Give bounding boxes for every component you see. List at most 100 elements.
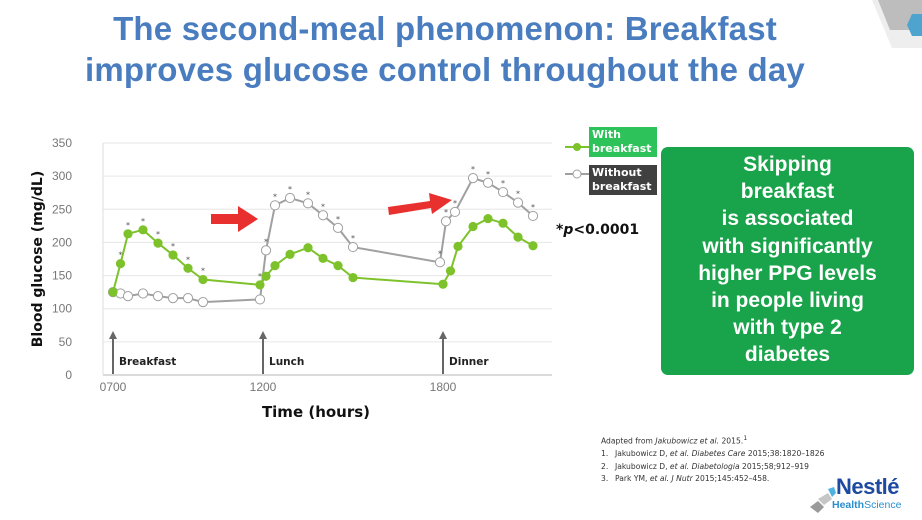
svg-text:*: *	[264, 237, 268, 246]
adapted-prefix: Adapted from	[601, 436, 656, 446]
x-tick-label: 1200	[250, 380, 277, 394]
svg-text:*: *	[471, 165, 475, 174]
svg-text:*: *	[516, 190, 520, 199]
svg-text:*: *	[288, 185, 292, 194]
y-axis-ticks: 0 50 100 150 200 250 300 350	[52, 136, 72, 382]
reference-journal: Diabetologia	[689, 461, 740, 471]
adapted-author: Jakubowicz et al.	[655, 436, 720, 446]
legend-without-label-line-1: Without	[592, 166, 642, 179]
reference-etal: et al.	[669, 449, 690, 459]
svg-text:*: *	[273, 192, 277, 201]
callout-line: is associated	[721, 207, 854, 231]
reference-number: 2.	[601, 461, 609, 471]
x-tick-label: 0700	[100, 380, 127, 394]
reference-journal: Diabetes Care	[689, 449, 746, 459]
p-value-star: *	[556, 222, 564, 238]
series-without-breakfast: * * * * * * * * * * * * * * *	[107, 165, 539, 308]
svg-text:*: *	[453, 199, 457, 208]
svg-text:*: *	[171, 242, 175, 251]
svg-text:*: *	[486, 170, 490, 179]
y-tick-label: 0	[65, 368, 72, 382]
reference-citation: 2015;58;912–919	[739, 461, 809, 471]
svg-text:*: *	[351, 234, 355, 243]
legend-without-breakfast-marker	[565, 169, 590, 179]
reference-citation: 2015;145:452–458.	[692, 474, 770, 484]
reference-journal: J Nutr	[669, 474, 693, 484]
svg-text:*: *	[126, 221, 130, 230]
svg-text:*: *	[258, 272, 262, 281]
y-tick-label: 250	[52, 202, 72, 216]
x-tick-label: 1800	[430, 380, 457, 394]
svg-text:*: *	[186, 255, 190, 264]
corner-hexagon-decoration	[872, 0, 922, 48]
meal-marker-label: Dinner	[449, 356, 489, 368]
svg-text:*: *	[336, 215, 340, 224]
y-tick-label: 50	[59, 335, 73, 349]
svg-text:*: *	[444, 208, 448, 217]
reference-number: 1.	[601, 449, 609, 459]
adapted-from: Adapted from Jakubowicz et al. 2015.1	[601, 433, 824, 448]
callout-line: higher PPG levels	[698, 261, 877, 285]
svg-text:*: *	[438, 249, 442, 258]
svg-text:*: *	[321, 202, 325, 211]
legend-without-breakfast: Without breakfast	[589, 165, 657, 195]
p-value-p: p	[563, 222, 574, 238]
skipping-breakfast-callout: Skipping breakfast is associated with si…	[661, 147, 914, 375]
svg-text:*: *	[119, 251, 123, 260]
svg-text:*: *	[156, 230, 160, 239]
svg-text:*: *	[501, 179, 505, 188]
reference-citation: 2015;38:1820–1826	[745, 449, 825, 459]
nestle-health-science-logo: Nestlé HealthScience	[808, 475, 918, 517]
meal-markers: Breakfast Lunch Dinner	[109, 331, 489, 374]
y-tick-label: 300	[52, 169, 72, 183]
red-arrow-dinner-icon	[388, 193, 452, 215]
y-tick-label: 200	[52, 235, 72, 249]
red-arrow-lunch-icon	[211, 206, 258, 232]
p-value-annotation: *p<0.0001	[556, 222, 639, 238]
svg-text:*: *	[141, 217, 145, 226]
reference-author: Jakubowicz D,	[615, 461, 670, 471]
logo-brand: Nestlé	[836, 474, 900, 499]
svg-text:*: *	[201, 267, 205, 276]
legend-with-breakfast: With breakfast	[589, 127, 657, 157]
legend-with-label-line-2: breakfast	[592, 142, 652, 155]
slide-title-line-2: improves glucose control throughout the …	[85, 51, 805, 88]
chart-series: * * * * * * * * * * * * * * * * * * * * * * *	[107, 165, 539, 308]
reference-etal: et al.	[649, 474, 670, 484]
reference-item: 3. Park YM, et al. J Nutr 2015;145:452–4…	[601, 473, 824, 486]
reference-author: Jakubowicz D,	[615, 449, 670, 459]
adapted-sup: 1	[743, 435, 748, 442]
callout-line: Skipping	[743, 153, 832, 176]
callout-line: with type 2	[733, 316, 842, 340]
callout-line: with significantly	[702, 234, 873, 258]
reference-number: 3.	[601, 474, 609, 484]
slide-title: The second-meal phenomenon: Breakfast im…	[0, 8, 890, 90]
legend-without-label-line-2: breakfast	[592, 180, 652, 193]
slide-title-line-1: The second-meal phenomenon: Breakfast	[113, 10, 777, 47]
y-tick-label: 350	[52, 136, 72, 150]
reference-item: 1. Jakubowicz D, et al. Diabetes Care 20…	[601, 448, 824, 461]
reference-author: Park YM,	[615, 474, 650, 484]
callout-line: in people living	[711, 289, 864, 313]
reference-etal: et al.	[669, 461, 690, 471]
logo-science: Science	[864, 499, 902, 511]
svg-text:*: *	[306, 190, 310, 199]
y-tick-label: 150	[52, 269, 72, 283]
callout-line: diabetes	[744, 343, 831, 367]
legend-with-label-line-1: With	[592, 128, 621, 141]
y-tick-label: 100	[52, 302, 72, 316]
p-value-number: <0.0001	[573, 222, 640, 238]
callout-line: breakfast	[740, 180, 835, 204]
logo-hexagon-icon	[810, 487, 836, 513]
meal-marker-label: Breakfast	[119, 356, 176, 368]
x-axis-label: Time (hours)	[262, 403, 370, 421]
meal-marker-label: Lunch	[269, 356, 304, 368]
y-axis-label: Blood glucose (mg/dL)	[30, 171, 46, 347]
x-axis-ticks: 0700 1200 1800	[100, 380, 457, 394]
adapted-year: 2015.	[719, 436, 744, 446]
series-with-breakfast: * * * * * * * *	[108, 213, 538, 297]
legend-with-breakfast-marker	[565, 143, 590, 151]
svg-text:*: *	[531, 203, 535, 212]
logo-subtitle: HealthScience	[832, 499, 901, 511]
